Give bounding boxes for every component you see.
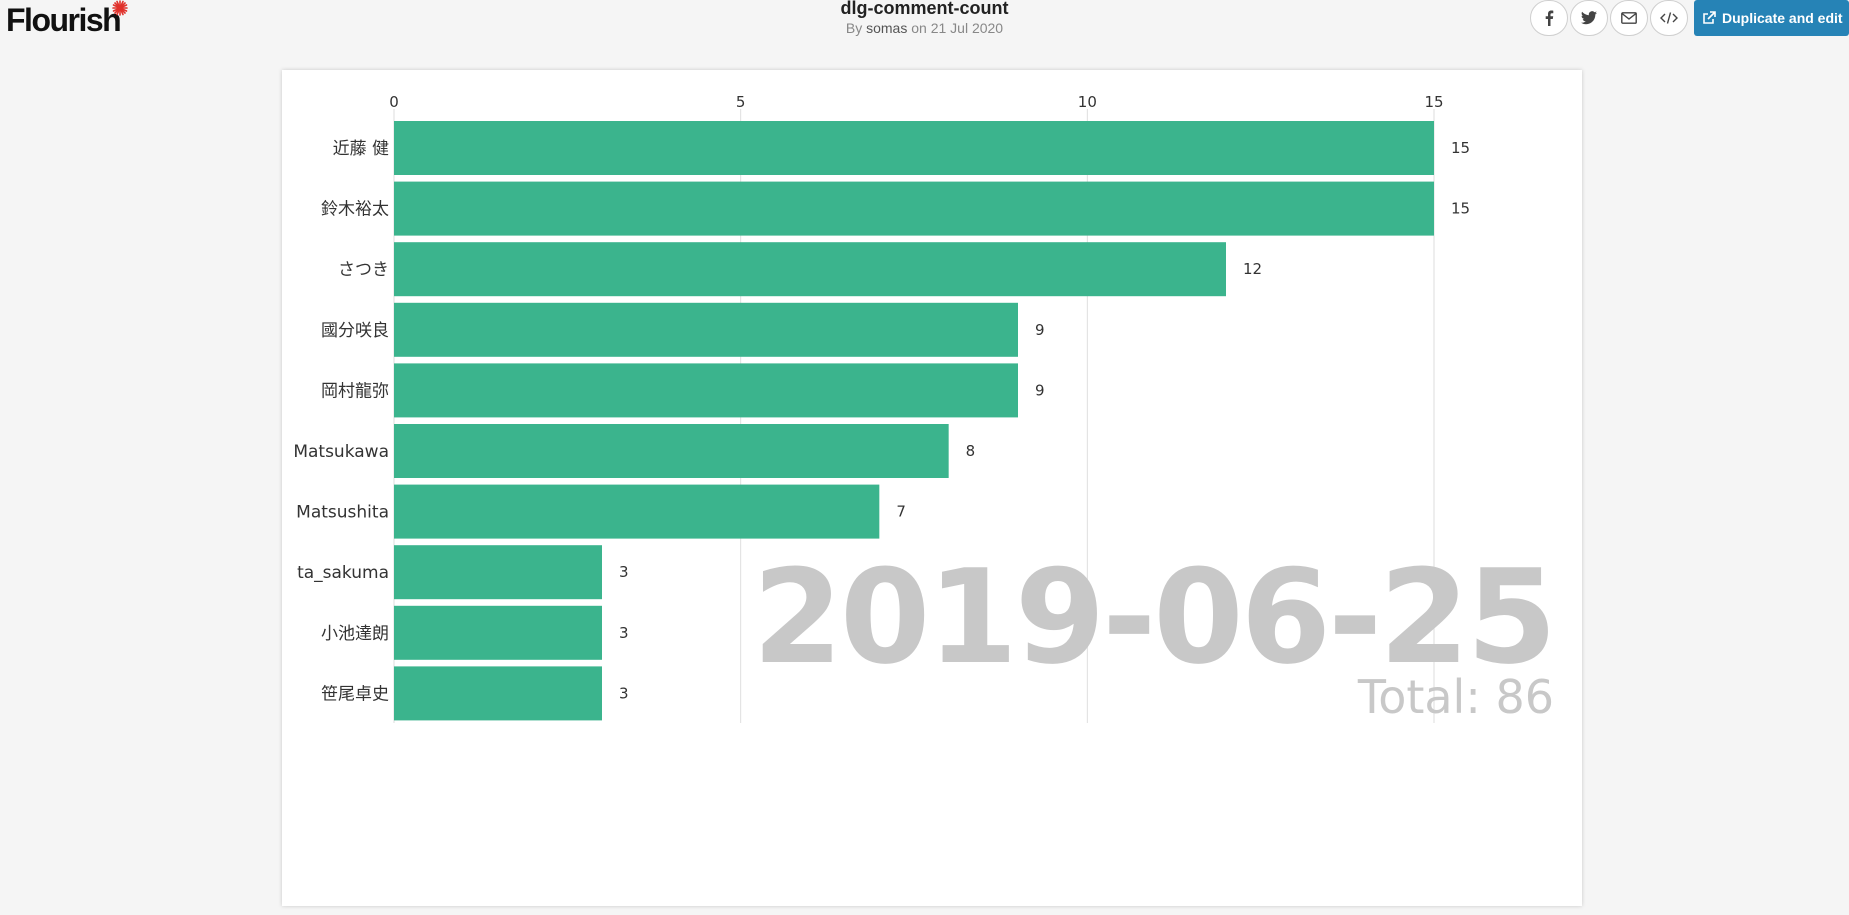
bar: [394, 302, 1018, 357]
bar: [394, 121, 1434, 175]
category-label: さつき: [338, 260, 389, 280]
bar-value-label: 15: [1451, 200, 1470, 218]
x-tick-label: 15: [1424, 93, 1443, 111]
bar: [394, 666, 602, 721]
bar-value-label: 15: [1451, 139, 1470, 157]
bar-value-label: 7: [896, 503, 906, 521]
category-label: 笹尾卓史: [321, 684, 389, 704]
page-title: dlg-comment-count: [840, 0, 1009, 18]
chart-card: 0 5 10 15 2019-06-25 Total: 86 近藤 健 15 鈴木裕太 15 さつき…: [282, 70, 1582, 906]
top-bar: Flourish dlg-comment-count By somas on 2…: [0, 0, 1849, 60]
x-tick-label: 0: [389, 93, 399, 111]
total-label: Total: 86: [1357, 670, 1554, 724]
byline: By somas on 21 Jul 2020: [0, 20, 1849, 36]
bar: [394, 484, 880, 539]
bar: [394, 424, 949, 478]
publish-date: 21 Jul 2020: [930, 20, 1004, 36]
bar-value-label: 9: [1035, 381, 1045, 399]
category-label: 近藤 健: [333, 139, 389, 159]
category-label: Matsushita: [296, 503, 389, 523]
twitter-icon: [1581, 11, 1597, 25]
facebook-share-button[interactable]: [1530, 0, 1568, 36]
category-label: Matsukawa: [293, 442, 389, 462]
bar-value-label: 3: [619, 684, 629, 702]
bar: [394, 605, 602, 660]
x-tick-label: 5: [736, 93, 746, 111]
current-date-label: 2019-06-25: [752, 541, 1554, 693]
embed-share-button[interactable]: [1650, 0, 1688, 36]
date-prefix: on: [911, 20, 927, 36]
bar-value-label: 9: [1035, 321, 1045, 339]
author-link[interactable]: somas: [866, 20, 908, 36]
category-label: 小池達朗: [321, 624, 389, 644]
embed-icon: [1660, 12, 1678, 24]
category-label: ta_sakuma: [297, 563, 389, 583]
bar-value-label: 12: [1243, 260, 1262, 278]
email-share-button[interactable]: [1610, 0, 1648, 36]
category-label: 鈴木裕太: [321, 200, 389, 220]
category-label: 國分咲良: [321, 321, 389, 341]
bar: [394, 242, 1226, 297]
facebook-icon: [1545, 10, 1554, 26]
bar-value-label: 8: [966, 442, 976, 460]
category-label: 岡村龍弥: [321, 381, 389, 401]
bar: [394, 181, 1434, 236]
logo-star-icon: [112, 0, 128, 16]
bar: [394, 363, 1018, 418]
bar-value-label: 3: [619, 624, 629, 642]
timeline-chart: 0500010,00015,00020,0002019-06-252019-07…: [282, 730, 1582, 906]
duplicate-label: Duplicate and edit: [1722, 10, 1843, 26]
mail-icon: [1621, 12, 1637, 24]
external-link-icon: [1703, 11, 1716, 24]
flourish-logo[interactable]: Flourish: [6, 2, 122, 38]
duplicate-and-edit-button[interactable]: Duplicate and edit: [1694, 0, 1849, 36]
by-prefix: By: [845, 20, 863, 36]
x-tick-label: 10: [1078, 93, 1097, 111]
bar: [394, 545, 602, 600]
bar-value-label: 3: [619, 563, 629, 581]
twitter-share-button[interactable]: [1570, 0, 1608, 36]
